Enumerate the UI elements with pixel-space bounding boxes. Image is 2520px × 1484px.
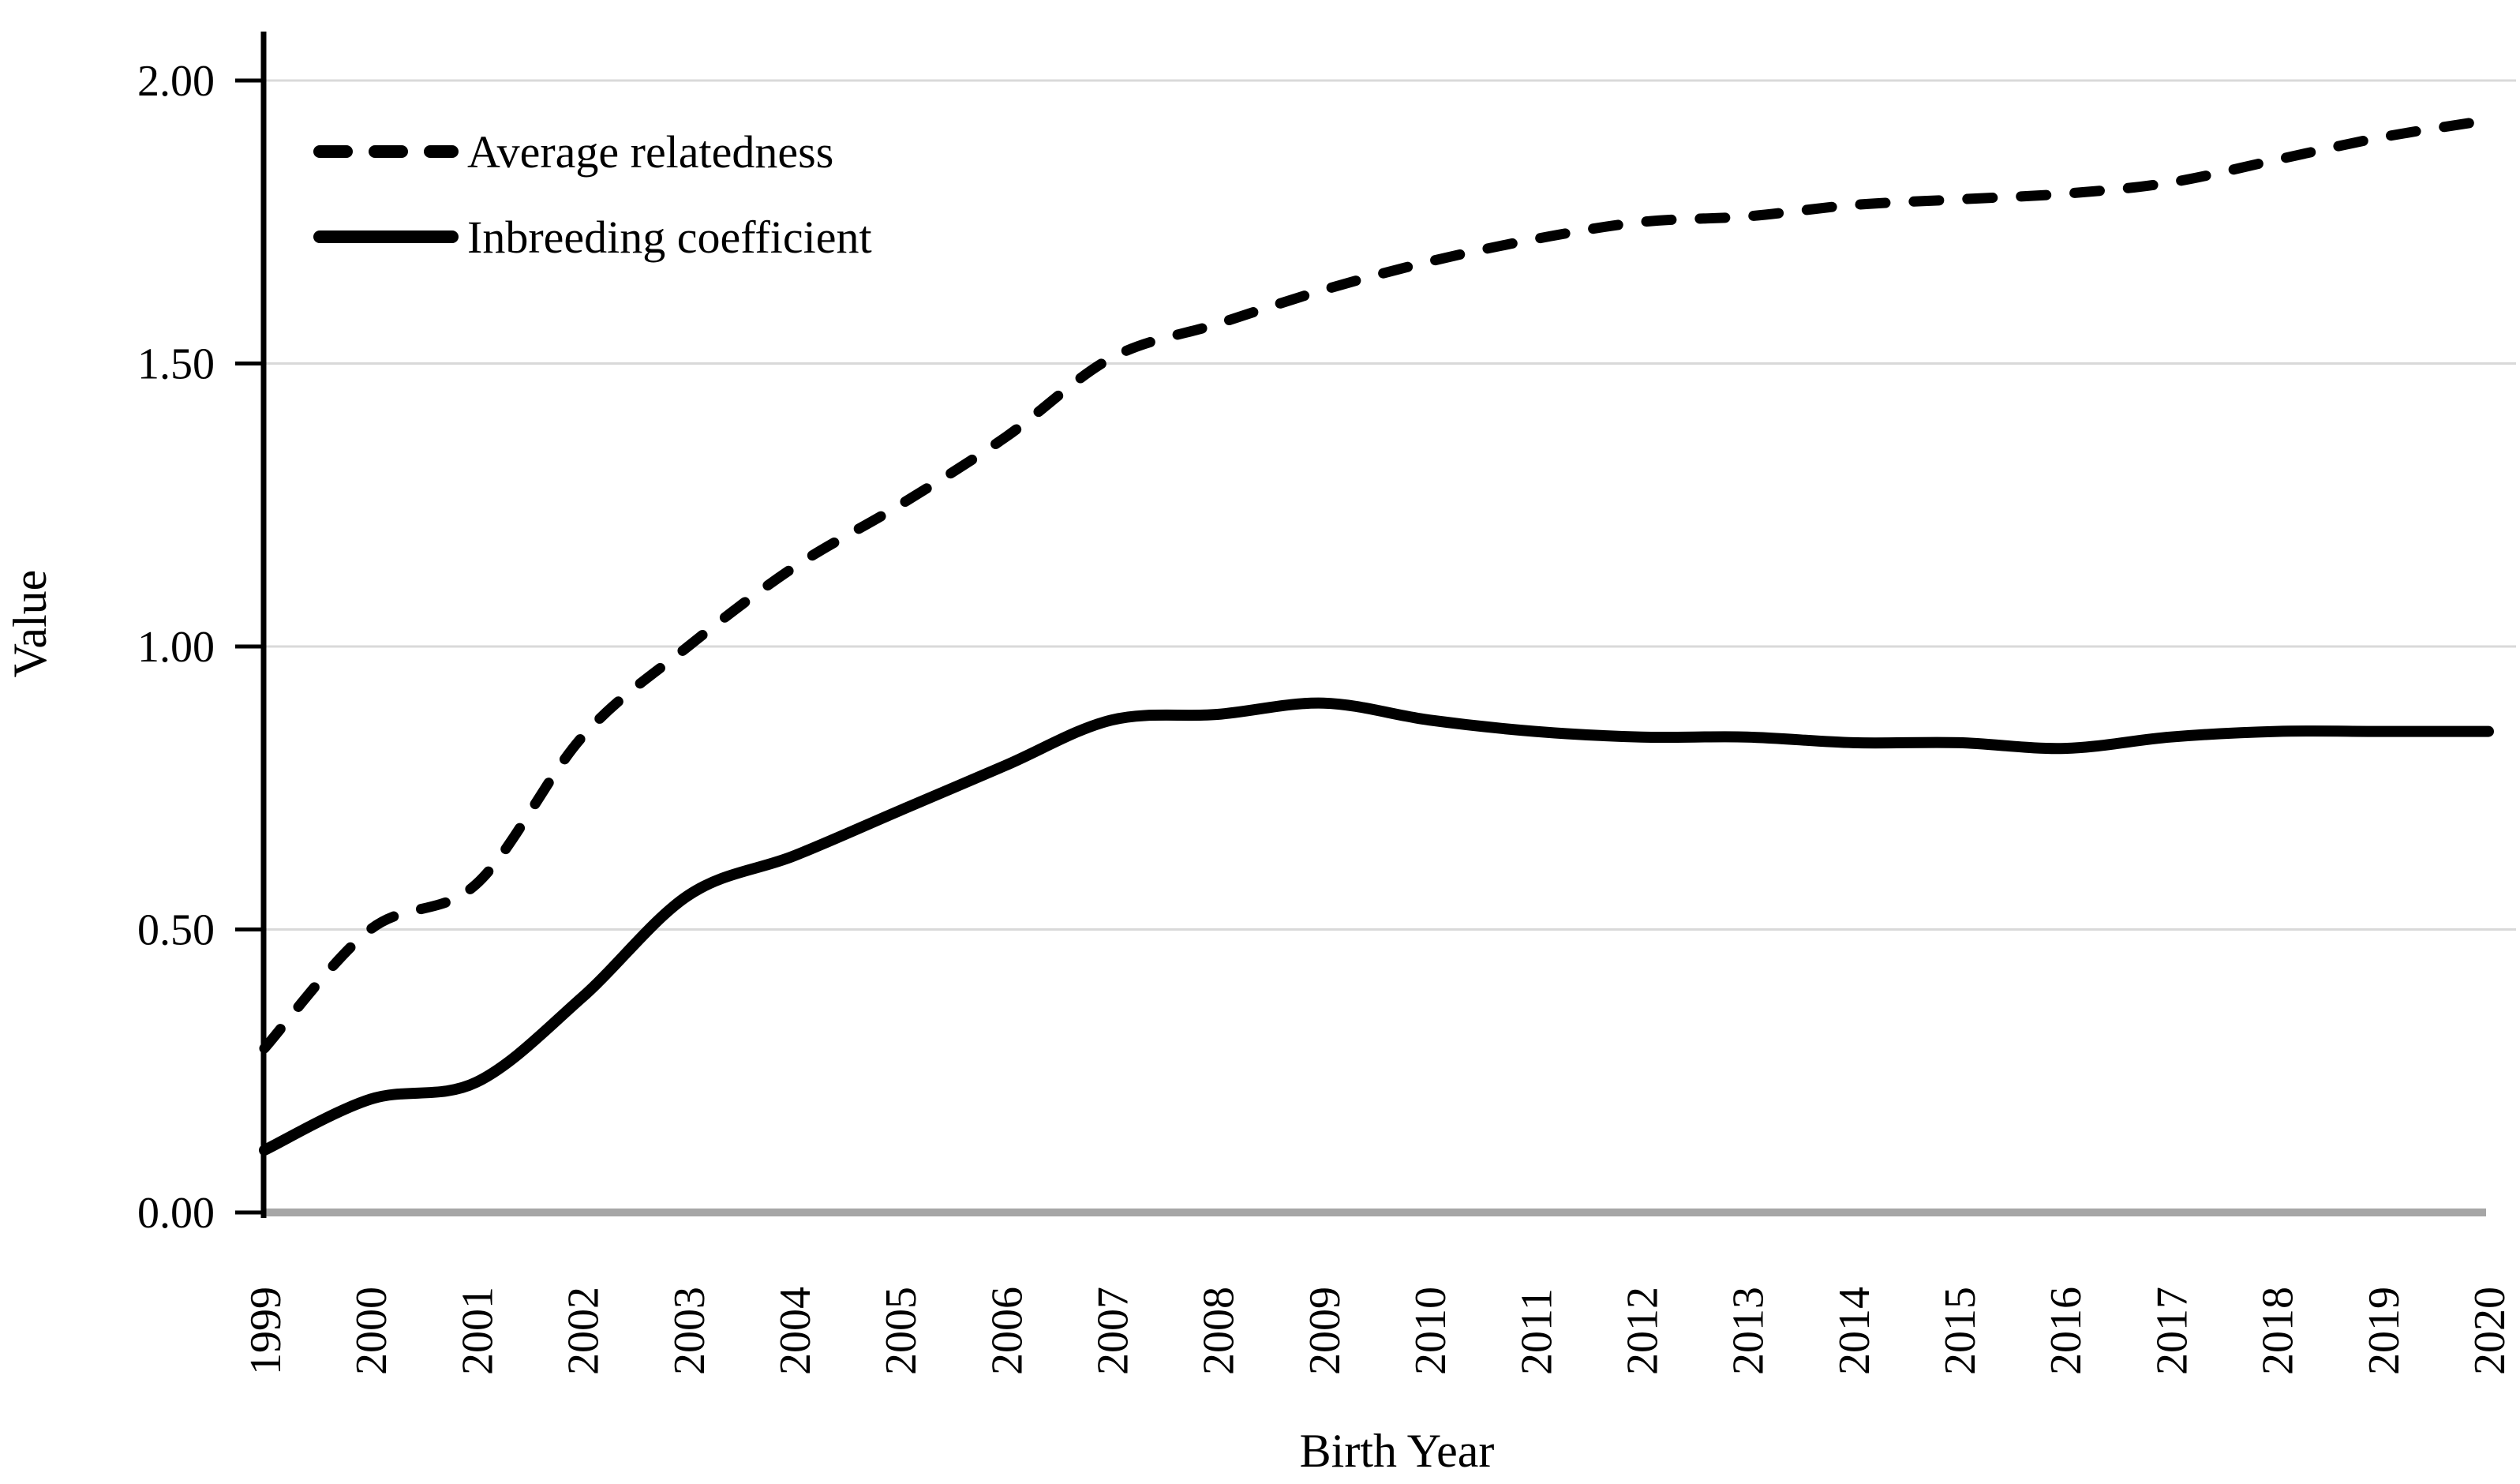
x-tick-label: 2008 bbox=[1195, 1287, 1244, 1375]
y-tick-label: 1.00 bbox=[137, 623, 215, 672]
x-tick-label: 2010 bbox=[1406, 1287, 1455, 1375]
x-tick-label: 2006 bbox=[983, 1287, 1032, 1375]
y-tick-label: 2.00 bbox=[137, 57, 215, 106]
gridline-layer bbox=[264, 79, 2516, 1216]
x-tick-label: 2009 bbox=[1301, 1287, 1350, 1375]
series-line-average-relatedness bbox=[259, 114, 2494, 1054]
x-tick-label: 2012 bbox=[1619, 1287, 1668, 1375]
x-tick-label: 2001 bbox=[453, 1287, 502, 1375]
x-tick-label: 2015 bbox=[1936, 1287, 1985, 1375]
legend-label-average-relatedness: Average relatedness bbox=[467, 126, 833, 178]
x-tick-label: 2014 bbox=[1830, 1287, 1879, 1375]
x-tick-label: 1999 bbox=[242, 1287, 290, 1375]
x-tick-label: 2011 bbox=[1512, 1288, 1561, 1375]
x-tick-label: 2003 bbox=[665, 1287, 714, 1375]
x-tick-label: 2017 bbox=[2147, 1287, 2196, 1375]
y-tick-label-layer: 0.00 0.50 1.00 1.50 2.00 bbox=[137, 57, 215, 1238]
x-tick-label: 2016 bbox=[2042, 1287, 2091, 1375]
x-axis-title: Birth Year bbox=[1300, 1425, 1495, 1477]
x-tick-label: 2018 bbox=[2254, 1287, 2303, 1375]
legend-label-inbreeding-coefficient: Inbreeding coefficient bbox=[467, 212, 872, 263]
x-tick-label: 2020 bbox=[2466, 1287, 2514, 1375]
axis-layer bbox=[235, 32, 267, 1218]
x-tick-label-layer: 1999 2000 2001 2002 2003 2004 2005 2006 2007 2008… bbox=[242, 1287, 2514, 1375]
x-tick-label: 2005 bbox=[877, 1287, 926, 1375]
series-layer bbox=[259, 114, 2494, 1156]
y-tick-label: 1.50 bbox=[137, 340, 215, 389]
x-tick-label: 2007 bbox=[1089, 1287, 1138, 1375]
legend: Average relatedness Inbreeding coefficie… bbox=[313, 126, 872, 263]
x-tick-label: 2019 bbox=[2360, 1287, 2409, 1375]
x-tick-label: 2004 bbox=[771, 1287, 820, 1375]
series-line-inbreeding-coefficient bbox=[259, 697, 2494, 1156]
y-tick-label: 0.00 bbox=[137, 1189, 215, 1238]
x-tick-label: 2000 bbox=[347, 1287, 396, 1375]
x-tick-label: 2002 bbox=[560, 1287, 608, 1375]
y-axis-title: Value bbox=[4, 570, 56, 678]
x-tick-label: 2013 bbox=[1724, 1287, 1773, 1375]
y-tick-label: 0.50 bbox=[137, 906, 215, 955]
